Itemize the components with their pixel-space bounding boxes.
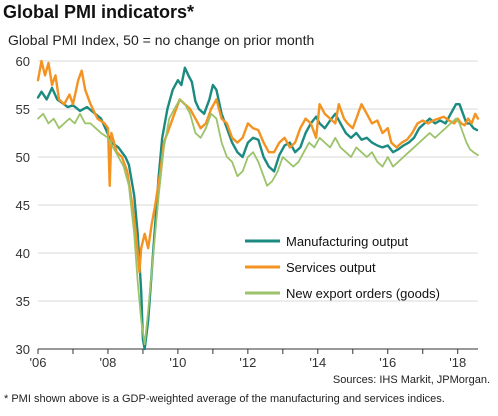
- legend-label: New export orders (goods): [286, 286, 440, 301]
- x-tick-label: '08: [99, 355, 116, 370]
- footnote: * PMI shown above is a GDP-weighted aver…: [4, 393, 445, 405]
- x-tick-label: '18: [449, 355, 466, 370]
- x-tick-label: '16: [379, 355, 396, 370]
- chart-title: Global PMI indicators*: [3, 2, 195, 22]
- source-note: Sources: IHS Markit, JPMorgan.: [332, 374, 490, 386]
- chart-subtitle: Global PMI Index, 50 = no change on prio…: [8, 32, 315, 48]
- y-tick-label: 40: [16, 246, 30, 261]
- y-tick-label: 35: [16, 294, 30, 309]
- legend: Manufacturing output Services output New e…: [245, 234, 440, 301]
- y-tick-label: 55: [16, 102, 30, 117]
- y-tick-label: 50: [16, 150, 30, 165]
- axis-layer: 30 35 40 45 50 55 60 '06 '08 '10 '12 '14 '16 '18: [16, 54, 478, 370]
- grid-layer: [38, 60, 478, 302]
- series-layer: [36, 59, 480, 351]
- series-line-new-export-orders-goods: [37, 98, 479, 346]
- y-tick-label: 60: [16, 54, 30, 69]
- x-tick-label: '14: [309, 355, 326, 370]
- series-line-services-output: [36, 59, 480, 274]
- x-tick-label: '06: [30, 355, 47, 370]
- x-tick-label: '10: [169, 355, 186, 370]
- legend-label: Manufacturing output: [286, 234, 409, 249]
- x-tick-label: '12: [239, 355, 256, 370]
- y-tick-label: 45: [16, 198, 30, 213]
- legend-label: Services output: [286, 260, 376, 275]
- series-line-manufacturing-output: [36, 66, 479, 351]
- y-tick-label: 30: [16, 342, 30, 357]
